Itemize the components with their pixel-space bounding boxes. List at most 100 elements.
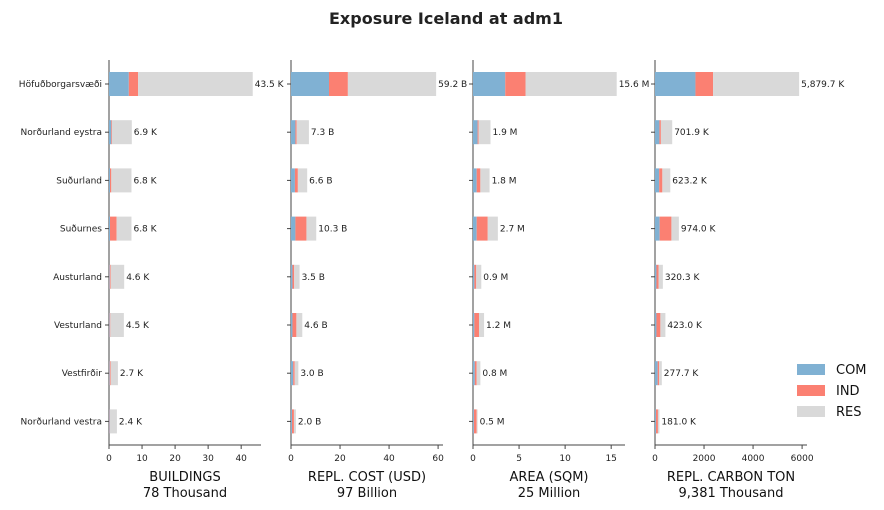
bar-com xyxy=(655,168,660,193)
bar-com xyxy=(109,168,110,193)
bar-value-label: 4.6 B xyxy=(304,321,327,331)
bar-res xyxy=(109,409,117,434)
x-tick-label: 20 xyxy=(334,454,346,464)
bar-value-label: 10.3 B xyxy=(318,225,347,235)
bar-com xyxy=(109,216,110,241)
legend-swatch-ind xyxy=(797,385,825,396)
x-tick-label: 6000 xyxy=(791,454,814,464)
bar-res xyxy=(296,313,303,337)
x-axis-total: 78 Thousand xyxy=(143,486,227,501)
bar-value-label: 5,879.7 K xyxy=(801,80,845,90)
bar-value-label: 4.6 K xyxy=(126,273,150,283)
bar-com xyxy=(473,120,478,145)
bar-res xyxy=(480,168,490,193)
legend-swatch-com xyxy=(797,364,825,375)
bar-ind xyxy=(109,168,112,193)
bar-value-label: 6.6 B xyxy=(309,176,332,186)
bar-ind xyxy=(476,168,481,193)
bar-res xyxy=(657,409,660,434)
category-label: Austurland xyxy=(53,273,102,283)
bar-res xyxy=(138,72,253,96)
bar-res xyxy=(111,120,132,145)
bar-ind xyxy=(659,168,663,193)
x-axis-label: AREA (SQM) xyxy=(509,470,588,485)
bar-res xyxy=(347,72,437,96)
bar-value-label: 1.2 M xyxy=(486,321,511,331)
x-tick-label: 15 xyxy=(605,454,616,464)
bar-ind xyxy=(109,313,111,337)
bar-res xyxy=(525,72,617,96)
bar-value-label: 623.2 K xyxy=(672,176,708,186)
bar-res xyxy=(671,216,679,241)
category-label: Vestfirðir xyxy=(62,369,103,379)
bar-res xyxy=(476,409,478,434)
bar-com xyxy=(473,361,475,386)
category-label: Vesturland xyxy=(54,321,102,331)
bar-ind xyxy=(294,168,298,193)
bar-res xyxy=(662,168,671,193)
x-tick-label: 10 xyxy=(136,454,148,464)
bar-ind xyxy=(292,264,295,289)
bar-value-label: 320.3 K xyxy=(665,273,701,283)
bar-ind xyxy=(474,361,477,386)
x-axis-total: 25 Million xyxy=(518,486,581,501)
category-label: Höfuðborgarsvæði xyxy=(19,80,102,90)
bar-com xyxy=(291,72,329,96)
bar-res xyxy=(294,361,299,386)
bar-com xyxy=(473,168,477,193)
bar-com xyxy=(473,313,475,337)
bar-ind xyxy=(476,216,488,241)
bar-ind xyxy=(109,361,111,386)
bar-res xyxy=(110,313,124,337)
bar-com xyxy=(291,216,296,241)
panel-3: 0 5 10 15 AREA (SQM)25 Million 15.6 M 1.9 M 1.8… xyxy=(469,60,649,501)
bar-ind xyxy=(655,409,658,434)
bar-com xyxy=(473,264,475,289)
bar-ind xyxy=(657,361,660,386)
x-axis-total: 97 Billion xyxy=(337,486,397,501)
bar-com xyxy=(655,409,656,434)
bar-value-label: 2.7 K xyxy=(120,369,144,379)
x-tick-label: 0 xyxy=(288,454,294,464)
bar-value-label: 2.7 M xyxy=(500,225,525,235)
bar-com xyxy=(655,216,660,241)
bar-ind xyxy=(291,409,294,434)
bar-value-label: 6.8 K xyxy=(133,225,157,235)
x-tick-label: 0 xyxy=(470,454,476,464)
bar-value-label: 4.5 K xyxy=(126,321,150,331)
bar-value-label: 0.9 M xyxy=(483,273,508,283)
bar-res xyxy=(658,264,663,289)
x-tick-label: 30 xyxy=(202,454,214,464)
x-tick-label: 0 xyxy=(652,454,658,464)
bar-value-label: 1.8 M xyxy=(492,176,517,186)
legend-label-ind: IND xyxy=(836,384,860,399)
x-axis-label: BUILDINGS xyxy=(149,470,220,485)
bar-res xyxy=(476,264,482,289)
x-axis-label: REPL. COST (USD) xyxy=(308,470,426,485)
bar-com xyxy=(109,264,110,289)
bar-ind xyxy=(295,216,307,241)
category-label: Norðurland vestra xyxy=(21,417,102,427)
bar-com xyxy=(291,168,295,193)
bar-res xyxy=(297,168,308,193)
category-label: Suðurnes xyxy=(60,225,102,235)
x-tick-label: 20 xyxy=(169,454,181,464)
bar-ind xyxy=(477,120,479,145)
bar-res xyxy=(478,313,485,337)
bar-res xyxy=(660,313,666,337)
bar-value-label: 6.9 K xyxy=(134,128,158,138)
bar-com xyxy=(109,409,110,434)
bar-com xyxy=(473,409,474,434)
x-tick-label: 10 xyxy=(559,454,571,464)
bar-ind xyxy=(329,72,348,96)
bar-value-label: 15.6 M xyxy=(619,80,650,90)
bar-res xyxy=(111,168,132,193)
x-axis-total: 9,381 Thousand xyxy=(679,486,784,501)
bar-value-label: 181.0 K xyxy=(661,417,697,427)
bar-com xyxy=(291,409,292,434)
bar-ind xyxy=(656,313,661,337)
category-label: Suðurland xyxy=(56,176,102,186)
bar-ind xyxy=(111,120,112,145)
x-tick-label: 60 xyxy=(432,454,444,464)
